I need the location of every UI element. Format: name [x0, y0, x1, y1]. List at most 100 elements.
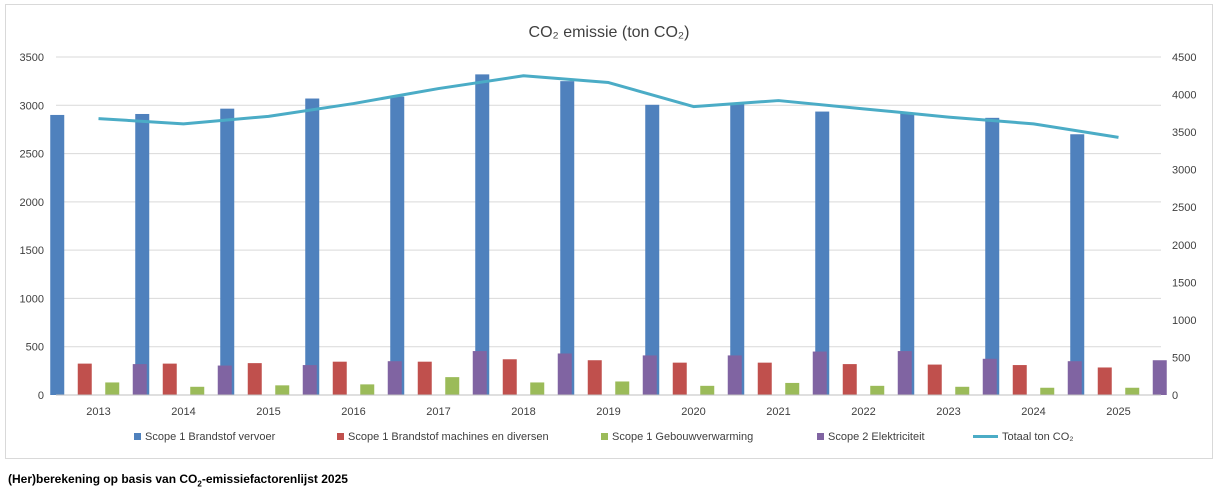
bar: [557, 353, 572, 395]
x-tick-label: 2018: [511, 406, 535, 418]
bar: [897, 351, 912, 395]
bar: [247, 363, 262, 395]
legend-swatch: [337, 433, 344, 440]
bar: [530, 382, 545, 395]
x-tick-label: 2014: [171, 406, 195, 418]
x-tick-label: 2016: [341, 406, 365, 418]
chart-canvas: 0 500 1000 1500 2000 2500 3000 3500 0 500 1000 1500…: [20, 24, 1197, 443]
bar: [645, 104, 660, 395]
bar: [302, 365, 317, 395]
bar: [50, 114, 65, 395]
bar: [445, 377, 460, 395]
bar: [812, 351, 827, 395]
bar: [982, 358, 997, 395]
legend-label: Scope 1 Gebouwverwarming: [612, 431, 753, 443]
y-left-tick-label: 2000: [20, 197, 44, 209]
y-right-tick-label: 2500: [1172, 202, 1196, 214]
bar: [472, 351, 487, 395]
line-series-path: [98, 74, 1119, 139]
x-tick-label: 2021: [766, 406, 790, 418]
gridlines: [56, 56, 1161, 348]
x-tick-label: 2023: [936, 406, 960, 418]
bar: [1040, 387, 1055, 395]
y-right-tick-label: 2000: [1172, 240, 1196, 252]
legend-label: Totaal ton CO₂: [1002, 431, 1074, 443]
legend-label: Scope 1 Brandstof machines en diversen: [348, 431, 549, 443]
y-right-tick-label: 4500: [1172, 52, 1196, 64]
chart-frame: 0 500 1000 1500 2000 2500 3000 3500 0 500 1000 1500…: [5, 4, 1213, 459]
y-right-tick-label: 0: [1172, 390, 1178, 402]
bar: [502, 359, 517, 395]
y-left-tick-label: 0: [38, 390, 44, 402]
x-tick-label: 2017: [426, 406, 450, 418]
bar: [730, 104, 745, 395]
bar: [390, 96, 405, 395]
y-right-tick-label: 3500: [1172, 127, 1196, 139]
axes: 0 500 1000 1500 2000 2500 3000 3500 0 500 1000 1500…: [20, 52, 1197, 418]
x-tick-label: 2013: [86, 406, 110, 418]
bar: [927, 364, 942, 395]
x-tick-label: 2019: [596, 406, 620, 418]
chart-title: CO₂ emissie (ton CO₂): [529, 24, 690, 41]
y-right-tick-label: 4000: [1172, 90, 1196, 102]
bar: [1097, 367, 1112, 395]
caption-pre: (Her)berekening op basis van CO: [8, 472, 198, 486]
bar: [785, 382, 800, 395]
bar: [700, 385, 715, 395]
bar: [417, 361, 432, 395]
bar: [870, 385, 885, 395]
bar: [305, 98, 320, 396]
bar: [815, 111, 830, 395]
legend-swatch: [601, 433, 608, 440]
bar: [132, 364, 147, 395]
bar: [217, 365, 232, 395]
legend-label: Scope 1 Brandstof vervoer: [145, 431, 276, 443]
x-tick-label: 2020: [681, 406, 705, 418]
y-right-tick-label: 3000: [1172, 165, 1196, 177]
bar: [105, 382, 120, 395]
bar: [672, 362, 687, 395]
x-tick-label: 2015: [256, 406, 280, 418]
y-right-tick-label: 1000: [1172, 315, 1196, 327]
bar: [475, 74, 490, 395]
bar: [162, 363, 177, 395]
bar: [275, 385, 290, 395]
bar: [560, 81, 575, 396]
y-left-tick-label: 3500: [20, 52, 44, 64]
legend-swatch: [134, 433, 141, 440]
bar: [190, 386, 205, 395]
x-tick-label: 2025: [1106, 406, 1130, 418]
bar: [387, 361, 402, 395]
x-tick-label: 2022: [851, 406, 875, 418]
legend: Scope 1 Brandstof vervoer Scope 1 Brandst…: [134, 431, 1074, 443]
bar: [1012, 365, 1027, 395]
bar: [1070, 134, 1085, 395]
bar: [727, 355, 742, 395]
bar: [1152, 360, 1167, 395]
y-right-tick-label: 1500: [1172, 277, 1196, 289]
bar: [220, 108, 235, 395]
bar: [900, 113, 915, 396]
caption: (Her)berekening op basis van CO2-emissie…: [8, 472, 348, 488]
bar: [842, 364, 857, 395]
bar: [955, 386, 970, 395]
bar: [360, 384, 375, 395]
x-tick-label: 2024: [1021, 406, 1045, 418]
bar: [615, 381, 630, 395]
line-series: [98, 74, 1119, 139]
bar: [757, 362, 772, 395]
bar: [985, 117, 1000, 395]
bar: [332, 361, 347, 395]
bar-series: [50, 74, 1167, 396]
y-left-tick-label: 1000: [20, 293, 44, 305]
caption-sub: 2: [197, 479, 202, 489]
bar: [587, 360, 602, 395]
y-left-tick-label: 2500: [20, 149, 44, 161]
y-left-tick-label: 3000: [20, 100, 44, 112]
bar: [642, 355, 657, 395]
bar: [77, 363, 92, 395]
y-left-tick-label: 1500: [20, 245, 44, 257]
legend-label: Scope 2 Elektriciteit: [828, 431, 925, 443]
y-left-tick-label: 500: [26, 342, 44, 354]
bar: [135, 113, 150, 395]
